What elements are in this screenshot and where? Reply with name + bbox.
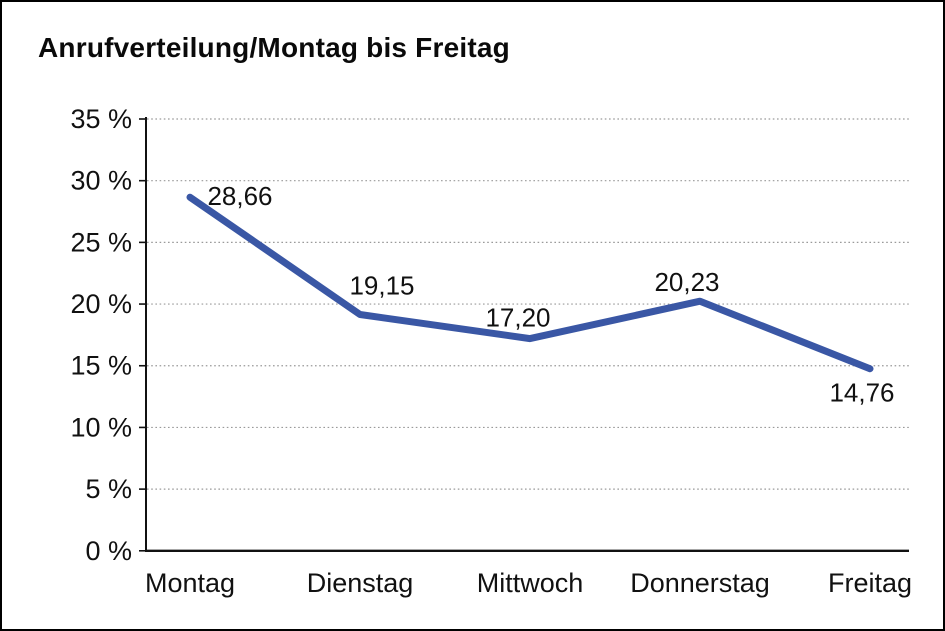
y-axis-label: 10 % (70, 412, 132, 442)
data-point-label: 19,15 (349, 271, 414, 301)
y-axis-label: 35 % (70, 104, 132, 134)
x-axis-label: Freitag (828, 568, 912, 598)
data-point-label: 20,23 (654, 267, 719, 297)
x-axis-label: Dienstag (307, 568, 414, 598)
x-axis-label: Donnerstag (630, 568, 770, 598)
series-line (186, 193, 874, 373)
y-axis-label: 25 % (70, 227, 132, 257)
x-axis-label: Mittwoch (477, 568, 584, 598)
y-axis-label: 0 % (85, 536, 132, 566)
y-axis-label: 5 % (85, 474, 132, 504)
chart-title: Anrufverteilung/Montag bis Freitag (38, 32, 510, 63)
data-point-label: 17,20 (485, 303, 550, 333)
y-axis-label: 30 % (70, 166, 132, 196)
y-axis-label: 20 % (70, 289, 132, 319)
y-axis-label: 15 % (70, 351, 132, 381)
data-point-label: 14,76 (829, 378, 894, 408)
data-point-label: 28,66 (207, 181, 272, 211)
x-axis-label: Montag (145, 568, 235, 598)
